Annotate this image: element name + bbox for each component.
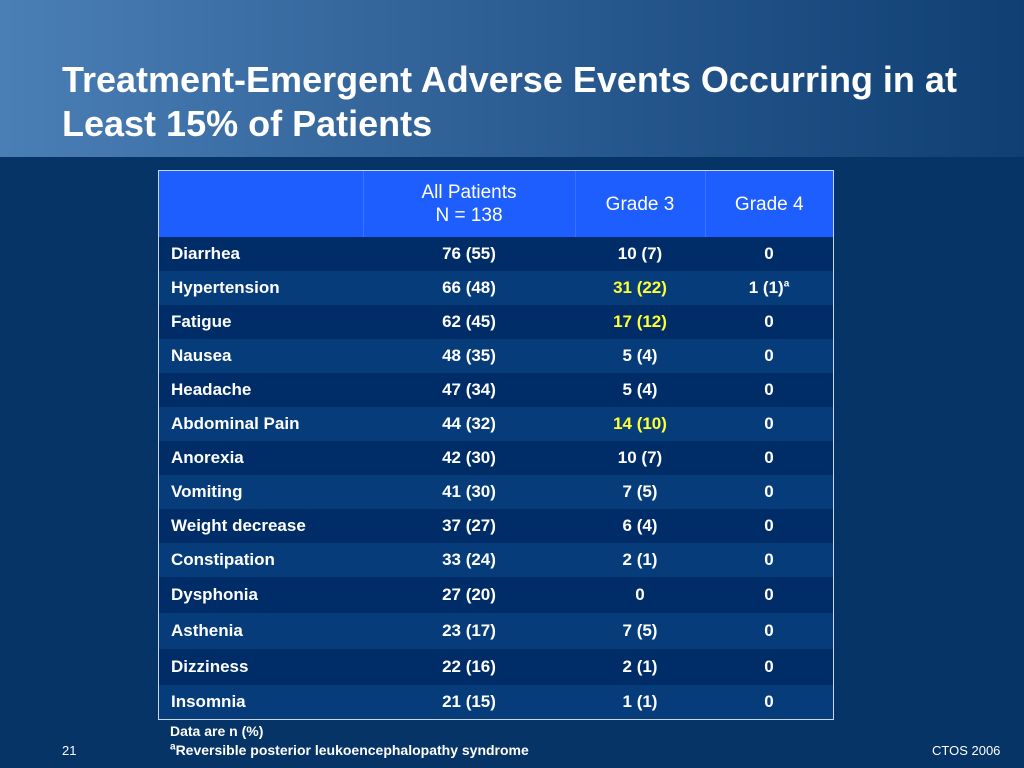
cell-all: 33 (24) <box>363 543 575 577</box>
cell-event: Fatigue <box>159 305 363 339</box>
cell-grade4: 0 <box>705 509 833 543</box>
header-grade3: Grade 3 <box>575 171 706 237</box>
cell-event: Diarrhea <box>159 237 363 271</box>
cell-grade4: 0 <box>705 685 833 719</box>
table-row: Diarrhea 76 (55) 10 (7) 0 <box>159 237 833 271</box>
cell-grade4: 0 <box>705 407 833 441</box>
cell-event: Vomiting <box>159 475 363 509</box>
footnote-a: aReversible posterior leukoencephalopath… <box>170 741 529 760</box>
cell-all: 66 (48) <box>363 271 575 305</box>
table-row: Hypertension 66 (48) 31 (22) 1 (1)a <box>159 271 833 305</box>
cell-all: 42 (30) <box>363 441 575 475</box>
cell-all: 47 (34) <box>363 373 575 407</box>
cell-event: Hypertension <box>159 271 363 305</box>
cell-grade3: 7 (5) <box>575 613 705 649</box>
cell-all: 21 (15) <box>363 685 575 719</box>
cell-grade3: 7 (5) <box>575 475 705 509</box>
cell-grade4: 0 <box>705 237 833 271</box>
cell-grade4: 0 <box>705 475 833 509</box>
cell-grade3-highlight: 17 (12) <box>575 305 705 339</box>
table-row: Nausea 48 (35) 5 (4) 0 <box>159 339 833 373</box>
footnotes: Data are n (%) aReversible posterior leu… <box>170 722 529 760</box>
cell-all: 44 (32) <box>363 407 575 441</box>
cell-all: 23 (17) <box>363 613 575 649</box>
cell-grade4: 0 <box>705 649 833 685</box>
cell-event: Dysphonia <box>159 577 363 613</box>
header-grade4: Grade 4 <box>705 171 833 237</box>
cell-grade3: 10 (7) <box>575 441 705 475</box>
cell-grade3: 6 (4) <box>575 509 705 543</box>
cell-grade4: 0 <box>705 305 833 339</box>
cell-all: 37 (27) <box>363 509 575 543</box>
cell-event: Insomnia <box>159 685 363 719</box>
cell-grade3: 1 (1) <box>575 685 705 719</box>
slide-number: 21 <box>62 743 77 758</box>
cell-event: Abdominal Pain <box>159 407 363 441</box>
header-all-patients-label: All Patients <box>421 182 517 203</box>
table-row: Asthenia 23 (17) 7 (5) 0 <box>159 613 833 649</box>
footnote-marker: a <box>783 278 790 290</box>
cell-grade3: 2 (1) <box>575 543 705 577</box>
cell-grade3: 2 (1) <box>575 649 705 685</box>
cell-event: Weight decrease <box>159 509 363 543</box>
cell-all: 48 (35) <box>363 339 575 373</box>
cell-all: 76 (55) <box>363 237 575 271</box>
header-all-patients: All Patients N = 138 <box>363 171 576 237</box>
cell-grade3: 10 (7) <box>575 237 705 271</box>
slide-title: Treatment-Emergent Adverse Events Occurr… <box>62 59 957 144</box>
cell-grade4: 0 <box>705 339 833 373</box>
cell-all: 41 (30) <box>363 475 575 509</box>
cell-all: 27 (20) <box>363 577 575 613</box>
cell-grade4: 1 (1)a <box>705 271 833 305</box>
header-all-patients-n: N = 138 <box>435 205 503 226</box>
table-row: Insomnia 21 (15) 1 (1) 0 <box>159 685 833 719</box>
table-row: Dysphonia 27 (20) 0 0 <box>159 577 833 613</box>
cell-all: 22 (16) <box>363 649 575 685</box>
table-header-row: All Patients N = 138 Grade 3 Grade 4 <box>159 171 833 237</box>
cell-event: Headache <box>159 373 363 407</box>
cell-event: Constipation <box>159 543 363 577</box>
cell-grade4: 0 <box>705 543 833 577</box>
footnote-data-format: Data are n (%) <box>170 723 264 739</box>
title-band <box>0 0 1024 157</box>
cell-grade3-highlight: 31 (22) <box>575 271 705 305</box>
cell-grade3: 5 (4) <box>575 339 705 373</box>
cell-grade4-value: 1 (1) <box>748 278 784 297</box>
cell-event: Asthenia <box>159 613 363 649</box>
cell-grade4: 0 <box>705 441 833 475</box>
cell-all: 62 (45) <box>363 305 575 339</box>
table-row: Fatigue 62 (45) 17 (12) 0 <box>159 305 833 339</box>
cell-grade4: 0 <box>705 373 833 407</box>
cell-grade4: 0 <box>705 577 833 613</box>
footnote-a-marker: a <box>170 741 176 753</box>
cell-grade3: 0 <box>575 577 705 613</box>
table-row: Constipation 33 (24) 2 (1) 0 <box>159 543 833 577</box>
cell-event: Nausea <box>159 339 363 373</box>
table-row: Anorexia 42 (30) 10 (7) 0 <box>159 441 833 475</box>
cell-grade3-highlight: 14 (10) <box>575 407 705 441</box>
cell-grade3: 5 (4) <box>575 373 705 407</box>
header-event <box>159 171 364 237</box>
table-row: Headache 47 (34) 5 (4) 0 <box>159 373 833 407</box>
adverse-events-table: All Patients N = 138 Grade 3 Grade 4 Dia… <box>158 170 834 720</box>
footnote-a-text: Reversible posterior leukoencephalopathy… <box>175 742 529 758</box>
cell-grade4: 0 <box>705 613 833 649</box>
table-row: Vomiting 41 (30) 7 (5) 0 <box>159 475 833 509</box>
table-row: Weight decrease 37 (27) 6 (4) 0 <box>159 509 833 543</box>
conference-label: CTOS 2006 <box>932 743 1001 758</box>
cell-event: Anorexia <box>159 441 363 475</box>
table-row: Abdominal Pain 44 (32) 14 (10) 0 <box>159 407 833 441</box>
cell-event: Dizziness <box>159 649 363 685</box>
table-row: Dizziness 22 (16) 2 (1) 0 <box>159 649 833 685</box>
